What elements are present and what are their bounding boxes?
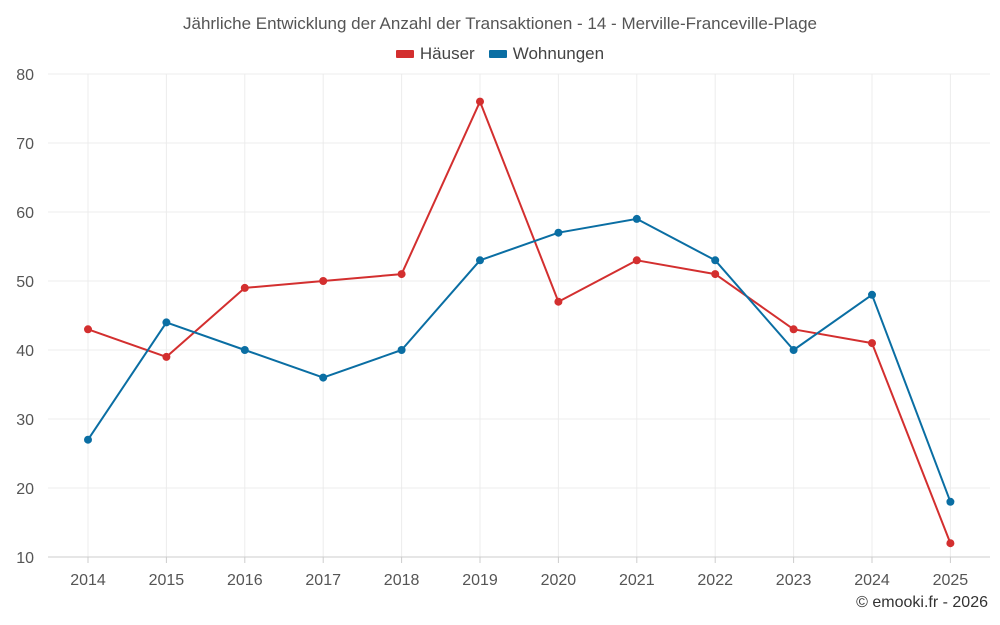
- copyright-credit: © emooki.fr - 2026: [856, 594, 988, 611]
- data-point-houses: [632, 256, 641, 265]
- data-point-houses: [84, 325, 92, 334]
- data-point-houses: [946, 539, 955, 548]
- y-tick-label: 40: [16, 343, 34, 360]
- x-tick-label: 2015: [149, 572, 185, 589]
- legend-swatch-apartments: [488, 50, 507, 58]
- x-tick-label: 2016: [227, 572, 263, 589]
- legend-item-apartments[interactable]: Wohnungen: [488, 44, 605, 64]
- data-point-houses: [476, 97, 484, 106]
- data-point-apartments: [789, 346, 798, 354]
- x-tick-label: 2022: [697, 572, 733, 589]
- x-tick-label: 2021: [619, 572, 655, 589]
- x-tick-label: 2018: [384, 572, 420, 589]
- data-point-apartments: [162, 318, 171, 327]
- y-tick-label: 10: [16, 550, 34, 567]
- y-tick-label: 20: [16, 481, 34, 498]
- legend-label-houses: Häuser: [419, 44, 475, 63]
- data-point-apartments: [476, 256, 484, 265]
- data-point-houses: [319, 277, 328, 285]
- data-point-apartments: [711, 256, 720, 265]
- data-point-apartments: [868, 290, 876, 299]
- data-point-apartments: [319, 373, 328, 382]
- data-point-houses: [789, 325, 798, 334]
- chart-title: Jährliche Entwicklung der Anzahl der Tra…: [182, 14, 817, 33]
- data-point-houses: [711, 270, 720, 279]
- legend-label-apartments: Wohnungen: [512, 44, 605, 63]
- x-tick-label: 2019: [462, 572, 498, 589]
- y-tick-label: 30: [16, 412, 34, 429]
- data-point-apartments: [84, 435, 92, 444]
- data-point-apartments: [946, 497, 955, 506]
- x-tick-label: 2023: [776, 572, 812, 589]
- legend-swatch-houses: [395, 50, 414, 58]
- legend-item-houses[interactable]: Häuser: [395, 44, 475, 64]
- data-point-houses: [554, 297, 563, 306]
- data-point-apartments: [240, 346, 249, 354]
- y-tick-label: 70: [16, 136, 34, 153]
- x-tick-label: 2014: [70, 572, 106, 589]
- series-line-houses: [87, 100, 952, 544]
- data-point-houses: [397, 270, 406, 279]
- x-tick-label: 2025: [933, 572, 969, 589]
- data-point-apartments: [632, 214, 641, 223]
- y-tick-label: 60: [16, 205, 34, 222]
- y-tick-label: 80: [16, 67, 34, 84]
- data-point-apartments: [554, 228, 563, 237]
- x-tick-label: 2024: [854, 572, 890, 589]
- y-tick-label: 50: [16, 274, 34, 291]
- series-line-apartments: [87, 217, 952, 503]
- data-point-apartments: [397, 346, 406, 354]
- data-point-houses: [162, 352, 171, 361]
- data-point-houses: [240, 283, 249, 292]
- x-tick-label: 2020: [541, 572, 577, 589]
- chart-legend: Häuser Wohnungen: [0, 44, 1000, 64]
- data-point-houses: [868, 339, 876, 348]
- x-tick-label: 2017: [305, 572, 341, 589]
